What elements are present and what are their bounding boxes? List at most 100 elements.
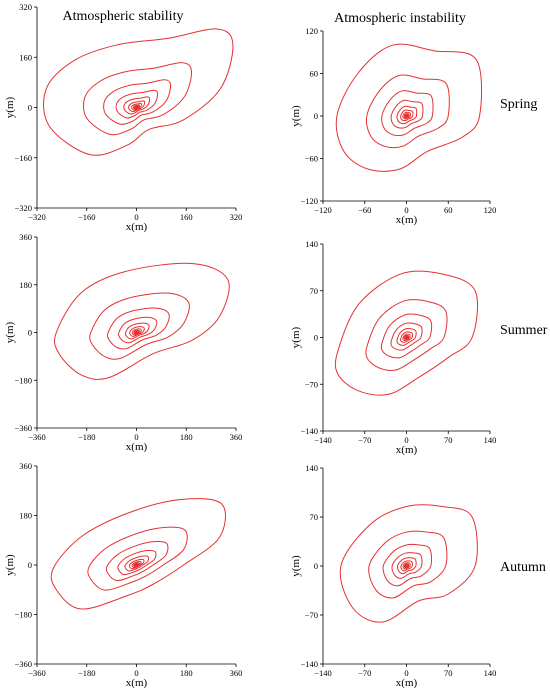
contour-line-level-7	[402, 111, 411, 120]
x-tick-label: −140	[314, 668, 332, 678]
season-label-spring: Spring	[500, 97, 537, 112]
y-tick-label: −360	[14, 423, 32, 433]
y-tick-label: −360	[14, 659, 32, 669]
contour-line-level-3	[103, 79, 172, 125]
contour-line-level-3	[105, 541, 169, 582]
y-tick-label: 180	[19, 511, 32, 521]
contour-line-level-3	[380, 313, 433, 359]
x-axis-label: x(m)	[396, 677, 418, 689]
y-tick-label: 0	[314, 111, 318, 121]
y-tick-label: 0	[314, 333, 318, 343]
contour-line-level-5	[124, 322, 150, 340]
contour-line-level-6	[400, 109, 414, 122]
contour-line-level-1	[50, 498, 226, 610]
y-tick-label: 60	[310, 69, 319, 79]
contour-line-level-7	[131, 328, 142, 336]
x-tick-label: −180	[78, 432, 96, 442]
y-tick-label: −140	[300, 659, 318, 669]
contour-line-level-2	[87, 526, 188, 591]
x-axis-label: x(m)	[126, 441, 148, 453]
panel-spring-stability: −320 −160 0 160 320 −320 −160 0 160 320 x(m) y(m)	[4, 2, 242, 233]
y-tick-label: 180	[19, 280, 32, 290]
contour-line-level-6	[400, 331, 413, 343]
x-tick-label: 0	[134, 212, 138, 222]
x-tick-label: −70	[358, 435, 371, 445]
contour-line-level-3	[107, 307, 170, 350]
y-tick-label: 0	[28, 103, 32, 113]
y-tick-label: 320	[19, 2, 32, 12]
contour-line-level-6	[129, 326, 145, 337]
right-column-title: Atmospheric instability	[334, 11, 466, 26]
panel-summer-stability: −360 −180 0 180 360 −360 −180 0 180 360 x(m) y(m)	[4, 232, 242, 453]
contour-line-level-5	[396, 105, 418, 125]
x-axis-label: x(m)	[396, 214, 418, 226]
y-tick-label: 120	[305, 26, 318, 36]
panel-autumn-instability: −140 −70 0 70 140 −140 −70 0 70 140 x(m) y(m)	[290, 463, 496, 689]
x-tick-label: 360	[230, 668, 243, 678]
x-tick-label: 360	[230, 432, 243, 442]
contour-line-level-4	[117, 549, 157, 576]
source-point	[404, 335, 409, 340]
contour-line-level-4	[115, 89, 159, 119]
source-point	[404, 113, 409, 119]
contour-line-level-1	[334, 270, 479, 396]
contour-line-level-6	[128, 100, 146, 113]
y-tick-label: −60	[305, 154, 318, 164]
y-tick-label: 0	[28, 328, 32, 338]
contour-line-level-5	[123, 96, 151, 115]
contour-line-level-6	[128, 558, 145, 570]
y-axis-label: y(m)	[290, 555, 302, 577]
x-tick-label: 0	[404, 435, 408, 445]
contour-line-level-1	[43, 28, 234, 156]
x-tick-label: 180	[180, 432, 193, 442]
y-tick-label: −160	[14, 153, 32, 163]
x-tick-label: 320	[230, 212, 243, 222]
contour-line-level-2	[368, 530, 448, 599]
y-tick-label: −180	[14, 375, 32, 385]
contour-line-level-3	[381, 90, 434, 137]
y-tick-label: −120	[300, 196, 318, 206]
x-tick-label: −60	[358, 205, 371, 215]
contour-line-level-4	[391, 552, 423, 579]
y-tick-label: 140	[305, 463, 318, 473]
x-axis-label: x(m)	[126, 677, 148, 689]
y-axis-label: y(m)	[4, 96, 16, 118]
y-tick-label: −320	[14, 203, 32, 213]
contour-line-level-5	[396, 327, 417, 346]
contour-line-level-6	[400, 560, 413, 572]
contour-line-level-1	[339, 504, 478, 623]
y-tick-label: 160	[19, 52, 32, 62]
x-tick-label: −320	[28, 212, 46, 222]
y-tick-label: 0	[314, 561, 318, 571]
x-tick-label: 0	[404, 668, 408, 678]
y-tick-label: 140	[305, 239, 318, 249]
x-tick-label: 120	[484, 205, 497, 215]
y-tick-label: −180	[14, 610, 32, 620]
season-label-autumn: Autumn	[500, 560, 546, 575]
contour-line-level-1	[54, 262, 230, 380]
x-tick-label: −180	[78, 668, 96, 678]
panel-summer-instability: −140 −70 0 70 140 −140 −70 0 70 140 x(m) y(m)	[290, 239, 496, 456]
panel-spring-instability: −120 −60 0 60 120 −120 −60 0 60 120 x(m) y(m)	[290, 26, 496, 226]
contour-line-level-2	[82, 62, 192, 136]
x-axis-label: x(m)	[396, 444, 418, 456]
y-tick-label: −70	[305, 379, 318, 389]
contour-line-level-2	[365, 74, 450, 149]
x-tick-label: 70	[444, 668, 453, 678]
y-tick-label: −70	[305, 610, 318, 620]
x-tick-label: 160	[180, 212, 193, 222]
x-tick-label: 60	[444, 205, 453, 215]
y-tick-label: 360	[19, 232, 32, 242]
y-axis-label: y(m)	[4, 321, 16, 343]
x-tick-label: −360	[28, 668, 46, 678]
x-tick-label: 0	[134, 668, 138, 678]
x-tick-label: 70	[444, 435, 453, 445]
y-tick-label: −140	[300, 426, 318, 436]
x-tick-label: −70	[358, 668, 371, 678]
y-tick-label: 0	[28, 560, 32, 570]
panel-autumn-stability: −360 −180 0 180 360 −360 −180 0 180 360 x(m) y(m)	[4, 461, 242, 689]
source-point	[134, 330, 139, 335]
x-tick-label: −140	[314, 435, 332, 445]
